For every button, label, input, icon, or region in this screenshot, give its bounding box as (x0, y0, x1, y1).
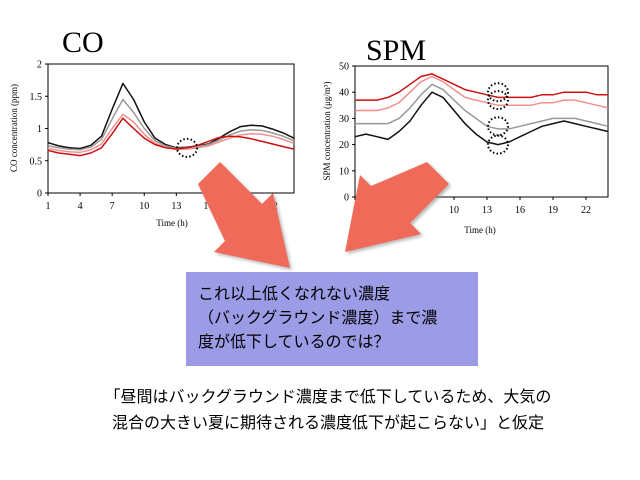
spm-dotted-circle-annotation (487, 90, 509, 111)
co-plot-frame (47, 63, 295, 194)
co-xtick-label: 16 (203, 201, 213, 212)
spm-series-line-3 (355, 75, 609, 112)
co-ytick-label: 2 (37, 60, 42, 71)
spm-xtick-label: 10 (449, 205, 459, 216)
spm-y-axis-label: SPM concentration (μg/m³) (322, 81, 332, 180)
callout-line-2: （バックグラウンド濃度）まで濃 (198, 308, 438, 327)
left-arrow-icon (198, 162, 290, 268)
spm-ytick-label: 30 (339, 114, 349, 125)
co-xtick-label: 10 (139, 201, 149, 212)
co-xtick-label: 4 (78, 201, 83, 212)
arrows (198, 162, 449, 268)
spm-chart-title: SPM (366, 34, 427, 67)
co-ytick-label: 1.5 (30, 92, 43, 103)
spm-xtick-label: 13 (482, 205, 492, 216)
co-y-axis-label: CO concentration (ppm) (9, 84, 19, 172)
co-series-line-2 (47, 98, 295, 151)
spm-ytick-label: 0 (344, 193, 349, 204)
co-ytick-label: 0 (37, 189, 42, 200)
spm-series-line-4 (355, 73, 608, 101)
right-arrow-icon (345, 162, 449, 252)
caption: 「昼間はバックグラウンド濃度まで低下しているため、大気の 混合の大きい夏に期待さ… (38, 384, 618, 436)
callout-box: これ以上低くなれない濃度 （バックグラウンド濃度）まで濃 度が低下しているのでは… (186, 272, 478, 366)
spm-dotted-circle-annotation (487, 134, 509, 155)
callout-line-3: 度が低下しているのでは？ (198, 332, 390, 351)
spm-x-axis-label: Time (h) (464, 225, 495, 235)
co-ytick-label: 0.5 (30, 156, 43, 167)
co-chart-title: CO (62, 26, 104, 59)
co-series-line-1 (47, 82, 295, 150)
caption-line-1: 「昼間はバックグラウンド濃度まで低下しているため、大気の (104, 387, 552, 406)
co-chart: 00.511.521471013161922Time (h)CO concent… (9, 60, 295, 228)
co-x-axis-label: Time (h) (156, 218, 187, 228)
spm-series-line-1 (354, 91, 609, 146)
spm-dotted-circle-annotation (487, 82, 509, 103)
co-xtick-label: 7 (110, 201, 115, 212)
co-ytick-label: 1 (37, 124, 42, 135)
spm-ytick-label: 50 (339, 62, 349, 73)
spm-xtick-label: 16 (515, 205, 525, 216)
spm-ytick-label: 40 (339, 88, 349, 99)
co-series-line-4 (47, 117, 295, 157)
spm-ytick-label: 20 (339, 140, 349, 151)
co-xtick-label: 13 (171, 201, 181, 212)
spm-xtick-label: 22 (581, 205, 591, 216)
caption-line-2: 混合の大きい夏に期待される濃度低下が起こらない」と仮定 (111, 413, 544, 432)
co-dotted-circle-annotation (176, 137, 199, 158)
spm-xtick-label: 19 (548, 205, 558, 216)
callout-line-1: これ以上低くなれない濃度 (198, 284, 391, 303)
spm-ytick-label: 10 (339, 166, 349, 177)
co-xtick-label: 1 (46, 201, 51, 212)
spm-series-line-2 (355, 83, 609, 130)
